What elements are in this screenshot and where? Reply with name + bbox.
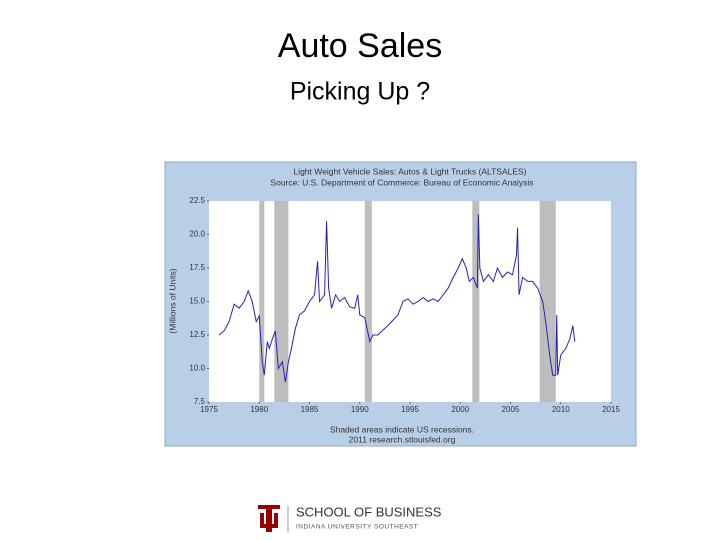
y-tick-label: 22.5 bbox=[189, 196, 205, 205]
x-tick-label: 1975 bbox=[200, 405, 218, 414]
chart-subtitle: Source: U.S. Department of Commerce: Bur… bbox=[270, 177, 533, 187]
x-tick-label: 2010 bbox=[552, 405, 570, 414]
series-line bbox=[218, 214, 576, 382]
recession-band bbox=[364, 201, 372, 402]
slide-subtitle: Picking Up ? bbox=[290, 78, 430, 106]
x-tick-label: 1990 bbox=[351, 405, 369, 414]
slide-title: Auto Sales bbox=[278, 27, 442, 65]
y-tick-label: 15.0 bbox=[189, 297, 205, 306]
x-tick-label: 2000 bbox=[451, 405, 469, 414]
y-tick-label: 20.0 bbox=[189, 230, 205, 239]
x-tick-label: 2005 bbox=[502, 405, 520, 414]
logo-prong bbox=[274, 513, 278, 527]
recession-band bbox=[274, 201, 289, 402]
recession-band bbox=[472, 201, 480, 402]
x-tick-label: 2015 bbox=[602, 405, 620, 414]
logo-prong bbox=[260, 513, 264, 527]
chart-note: 2011 research.stlouisfed.org bbox=[349, 434, 456, 444]
recession-band bbox=[259, 201, 265, 402]
university-name: INDIANA UNIVERSITY SOUTHEAST bbox=[296, 524, 418, 531]
recession-band bbox=[539, 201, 556, 402]
y-tick-label: 17.5 bbox=[189, 263, 205, 272]
y-tick-label: 10.0 bbox=[189, 364, 205, 373]
school-name: SCHOOL OF BUSINESS bbox=[296, 504, 442, 519]
y-tick-label: 7.5 bbox=[194, 397, 206, 406]
chart-title: Light Weight Vehicle Sales: Autos & Ligh… bbox=[293, 166, 526, 176]
x-tick-label: 1985 bbox=[301, 405, 319, 414]
x-tick-label: 1995 bbox=[401, 405, 419, 414]
logo-stem bbox=[266, 507, 272, 532]
logo-bar bbox=[260, 524, 278, 528]
logo bbox=[258, 505, 289, 532]
y-tick-label: 12.5 bbox=[189, 330, 205, 339]
y-axis-label: (Millions of Units) bbox=[167, 268, 177, 333]
chart-note: Shaded areas indicate US recessions. bbox=[330, 424, 474, 434]
x-tick-label: 1980 bbox=[250, 405, 268, 414]
